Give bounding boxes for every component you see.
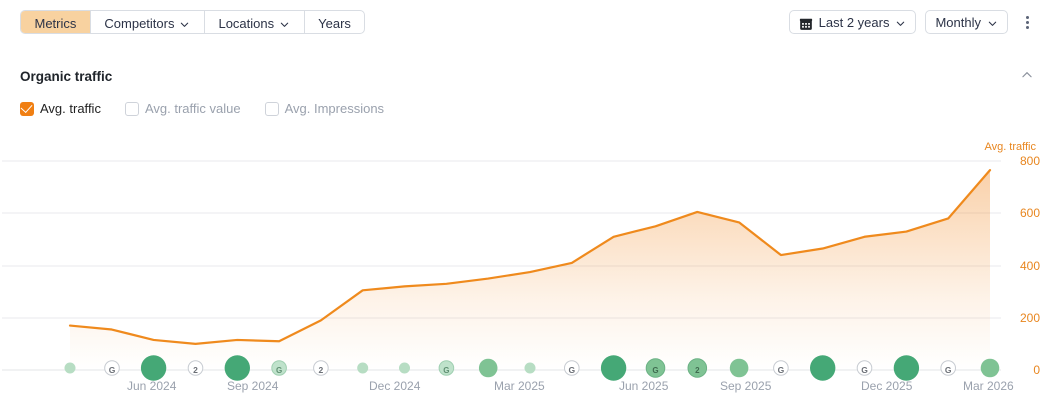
svg-text:G: G	[276, 366, 282, 375]
svg-text:2: 2	[695, 366, 700, 375]
svg-text:G: G	[652, 366, 658, 375]
svg-text:2: 2	[319, 365, 324, 375]
svg-text:G: G	[778, 365, 785, 375]
svg-text:G: G	[568, 365, 575, 375]
svg-text:G: G	[945, 365, 952, 375]
svg-text:2: 2	[193, 365, 198, 375]
svg-text:G: G	[443, 366, 449, 375]
svg-text:G: G	[861, 365, 868, 375]
svg-text:G: G	[109, 365, 116, 375]
